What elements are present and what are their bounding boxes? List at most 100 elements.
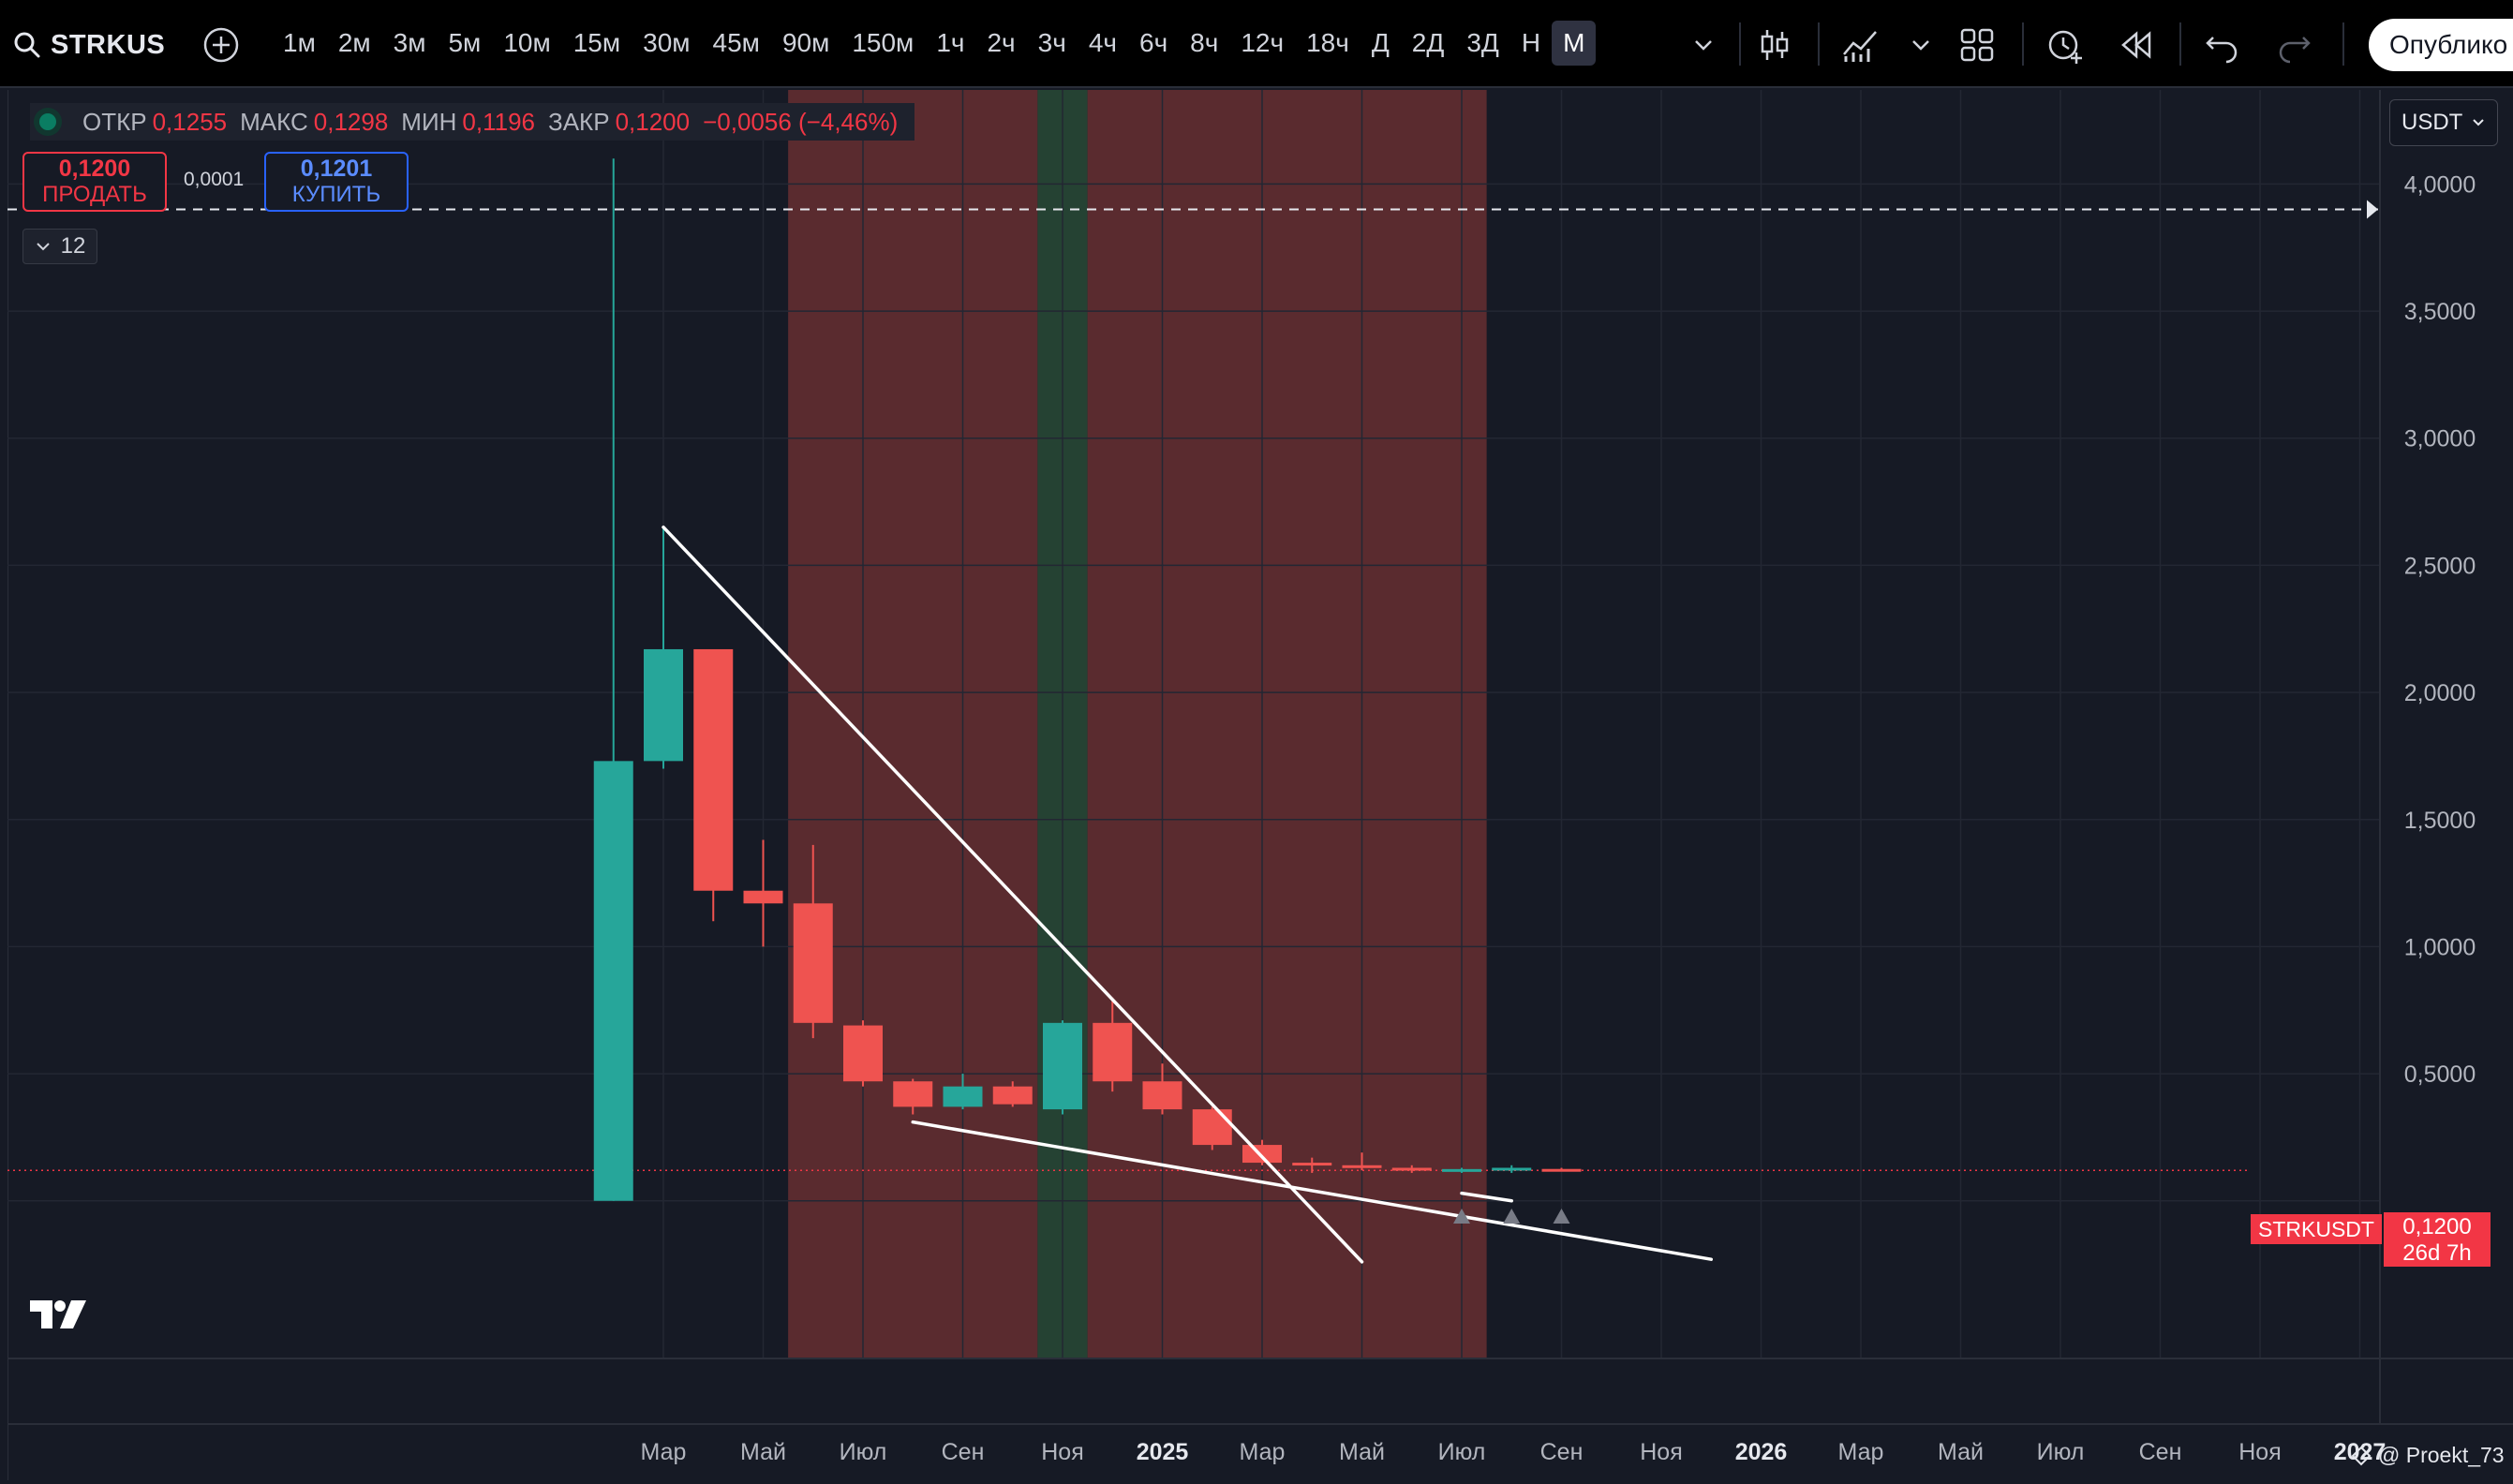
interval-1-button[interactable]: 1м xyxy=(283,28,316,57)
candle-body-3 xyxy=(693,648,734,891)
marker-triangle-2 xyxy=(1503,1209,1521,1224)
interval-5-button[interactable]: 10м xyxy=(503,28,551,57)
shaded-zone-3 xyxy=(1087,90,1487,1358)
last-price-symbol-label: STRKUSDT xyxy=(2251,1214,2382,1244)
undo-icon[interactable] xyxy=(2202,24,2243,66)
interval-10-button[interactable]: 150м xyxy=(852,28,914,57)
x-tick-label-17: Ноя xyxy=(2238,1439,2282,1465)
y-tick-label-3: 1,5000 xyxy=(2404,808,2476,834)
low-value: 0,1196 xyxy=(462,107,536,136)
buy-button[interactable]: 0,1201 КУПИТЬ xyxy=(264,152,409,212)
interval-21-button[interactable]: 3Д xyxy=(1466,28,1499,57)
x-tick-label-3: Июл xyxy=(840,1439,887,1465)
chevron-down-icon[interactable] xyxy=(1683,24,1724,66)
sell-button[interactable]: 0,1200 ПРОДАТЬ xyxy=(22,152,167,212)
interval-13-button[interactable]: 3ч xyxy=(1037,28,1066,57)
interval-22-button[interactable]: Н xyxy=(1521,28,1541,57)
high-label: МАКС xyxy=(240,107,308,136)
currency-value: USDT xyxy=(2401,110,2463,135)
interval-19-button[interactable]: Д xyxy=(1371,28,1390,57)
candle-body-17 xyxy=(1391,1167,1432,1171)
y-tick-label-5: 2,5000 xyxy=(2404,553,2476,579)
interval-7-button[interactable]: 30м xyxy=(643,28,691,57)
candle-body-7 xyxy=(893,1081,933,1107)
trendline-1 xyxy=(662,525,1364,1264)
change-value: −0,0056 (−4,46%) xyxy=(703,107,899,136)
toolbar-divider xyxy=(1818,22,1820,66)
add-symbol-icon[interactable] xyxy=(202,26,240,64)
tradingview-logo-icon[interactable] xyxy=(28,1298,88,1330)
marker-triangle-1 xyxy=(1453,1209,1470,1224)
interval-20-button[interactable]: 2Д xyxy=(1411,28,1445,57)
y-tick-label-6: 3,0000 xyxy=(2404,426,2476,453)
x-tick-label-13: Мар xyxy=(1838,1439,1884,1465)
ohlc-legend: ОТКР 0,1255 МАКС 0,1298 МИН 0,1196 ЗАКР 0,12… xyxy=(30,103,915,141)
spread-value: 0,0001 xyxy=(184,169,245,190)
market-status-icon xyxy=(39,113,56,130)
publish-button[interactable]: Опублико xyxy=(2369,19,2513,71)
x-tick-label-6: 2025 xyxy=(1137,1439,1189,1465)
y-tick-label-7: 3,5000 xyxy=(2404,299,2476,325)
toolbar-divider xyxy=(2342,22,2344,66)
shaded-zone-1 xyxy=(788,90,1038,1358)
trendline-3 xyxy=(1460,1191,1513,1203)
candle-body-2 xyxy=(644,648,683,762)
interval-9-button[interactable]: 90м xyxy=(781,28,830,57)
last-price-label: 0,1200 26d 7h xyxy=(2384,1212,2491,1267)
interval-23-button[interactable]: М xyxy=(1552,21,1597,66)
layout-grid-icon[interactable] xyxy=(1956,24,1998,66)
interval-2-button[interactable]: 2м xyxy=(337,28,371,57)
interval-4-button[interactable]: 5м xyxy=(448,28,482,57)
alert-clock-icon[interactable] xyxy=(2045,24,2086,66)
marker-triangle-3 xyxy=(1553,1209,1570,1224)
x-tick-label-9: Июл xyxy=(1438,1439,1486,1465)
toolbar-divider xyxy=(1739,22,1741,66)
interval-11-button[interactable]: 1ч xyxy=(936,28,965,57)
interval-14-button[interactable]: 4ч xyxy=(1088,28,1117,57)
high-value: 0,1298 xyxy=(313,107,389,136)
author-watermark: @ Proekt_73 xyxy=(2350,1443,2505,1468)
candle-body-4 xyxy=(743,890,783,904)
top-toolbar: STRKUS 1м 2м 3м 5м 10м 15м 30м 45м 90м 150м 1ч 2ч 3ч… xyxy=(0,0,2513,88)
symbol-search[interactable]: STRKUS xyxy=(13,21,172,69)
candle-body-8 xyxy=(943,1086,983,1107)
interval-16-button[interactable]: 8ч xyxy=(1190,28,1219,57)
toolbar-divider xyxy=(2179,22,2181,66)
indicators-count: 12 xyxy=(60,233,86,259)
y-tick-label-2: 1,0000 xyxy=(2404,934,2476,960)
chevron-down-icon[interactable] xyxy=(1900,24,1941,66)
x-tick-label-4: Сен xyxy=(942,1439,985,1465)
sell-price: 0,1200 xyxy=(58,156,131,182)
interval-8-button[interactable]: 45м xyxy=(712,28,760,57)
replay-icon[interactable] xyxy=(2116,24,2157,66)
symbol-name: STRKUS xyxy=(51,29,166,60)
indicators-toggle[interactable]: 12 xyxy=(22,229,97,264)
currency-select[interactable]: USDT xyxy=(2389,99,2498,146)
candle-body-15 xyxy=(1292,1163,1332,1166)
candle-body-11 xyxy=(1093,1022,1133,1082)
chevron-down-icon xyxy=(36,243,50,251)
x-tick-label-14: Май xyxy=(1938,1439,1984,1465)
interval-17-button[interactable]: 12ч xyxy=(1241,28,1285,57)
x-tick-label-5: Ноя xyxy=(1041,1439,1084,1465)
redo-icon[interactable] xyxy=(2273,24,2314,66)
buy-price: 0,1201 xyxy=(300,156,373,182)
interval-18-button[interactable]: 18ч xyxy=(1306,28,1349,57)
open-value: 0,1255 xyxy=(152,107,228,136)
indicators-icon[interactable] xyxy=(1840,24,1881,66)
interval-6-button[interactable]: 15м xyxy=(572,28,621,57)
sell-label: ПРОДАТЬ xyxy=(42,182,147,207)
candle-countdown: 26d 7h xyxy=(2402,1240,2472,1266)
interval-bar: 1м 2м 3м 5м 10м 15м 30м 45м 90м 150м 1ч 2ч 3ч 4ч 6ч 8ч 1… xyxy=(272,17,1597,69)
candle-body-9 xyxy=(992,1086,1033,1105)
candle-body-12 xyxy=(1142,1081,1182,1110)
x-tick-label-1: Мар xyxy=(641,1439,687,1465)
interval-15-button[interactable]: 6ч xyxy=(1139,28,1168,57)
candle-body-18 xyxy=(1442,1168,1481,1172)
watermark-text: @ Proekt_73 xyxy=(2378,1443,2505,1467)
interval-3-button[interactable]: 3м xyxy=(393,28,426,57)
candles-chart-type-icon[interactable] xyxy=(1754,24,1795,66)
interval-12-button[interactable]: 2ч xyxy=(987,28,1016,57)
candle-body-13 xyxy=(1192,1109,1232,1146)
